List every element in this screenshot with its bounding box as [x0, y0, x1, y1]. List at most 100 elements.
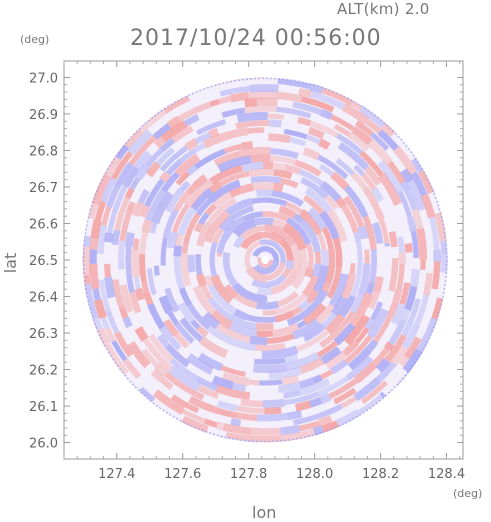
velocity-patch: [218, 440, 233, 443]
velocity-patch: [295, 216, 302, 222]
velocity-patch: [233, 386, 246, 389]
radar-center: [261, 256, 269, 264]
velocity-patch: [399, 264, 402, 289]
velocity-patch: [264, 410, 281, 411]
x-tick-label: 128.2: [362, 467, 399, 482]
velocity-patch: [338, 200, 343, 207]
velocity-patch: [257, 102, 278, 103]
velocity-patch: [80, 281, 82, 296]
velocity-patch: [108, 233, 109, 242]
velocity-patch: [263, 312, 276, 313]
velocity-patch: [362, 227, 365, 239]
velocity-patch: [240, 187, 253, 190]
velocity-patch: [248, 130, 265, 131]
velocity-patch: [187, 142, 196, 148]
velocity-patch: [212, 243, 215, 276]
velocity-patch: [321, 112, 331, 116]
velocity-patch: [403, 183, 408, 192]
velocity-patch: [241, 402, 263, 404]
velocity-patch: [237, 343, 255, 347]
velocity-patch: [257, 304, 278, 306]
velocity-patch: [211, 102, 219, 105]
velocity-patch: [273, 165, 285, 167]
velocity-patch: [231, 96, 249, 99]
velocity-patch: [184, 245, 185, 254]
velocity-patch: [257, 291, 271, 292]
velocity-patch: [145, 221, 148, 233]
velocity-patch: [255, 221, 273, 222]
velocity-patch: [177, 246, 178, 257]
velocity-patch: [314, 429, 323, 432]
velocity-patch: [130, 281, 132, 293]
velocity-patch: [356, 232, 358, 242]
velocity-patch: [413, 231, 416, 258]
velocity-patch: [378, 211, 381, 219]
velocity-patch: [138, 289, 141, 300]
velocity-patch: [128, 247, 129, 273]
velocity-patch: [122, 308, 126, 318]
velocity-patch: [439, 193, 442, 202]
velocity-patch: [242, 145, 253, 147]
velocity-patch: [253, 186, 274, 187]
velocity-patch: [231, 190, 241, 194]
velocity-patch: [144, 282, 146, 293]
velocity-patch: [319, 419, 331, 424]
velocity-patch: [432, 332, 437, 344]
velocity-patch: [387, 344, 391, 349]
y-tick-label: 26.4: [29, 291, 58, 306]
velocity-patch: [250, 340, 267, 341]
velocity-patch: [256, 193, 272, 194]
velocity-patch: [325, 283, 329, 291]
velocity-patch: [236, 123, 269, 126]
velocity-patch: [321, 397, 330, 401]
velocity-patch: [129, 233, 131, 247]
velocity-patch: [289, 261, 290, 269]
velocity-patch: [191, 255, 192, 272]
velocity-patch: [253, 367, 286, 369]
velocity-patch: [142, 254, 144, 282]
velocity-patch: [358, 242, 360, 275]
velocity-patch: [320, 142, 329, 147]
x-tick-label: 127.8: [230, 467, 267, 482]
velocity-patch: [210, 131, 218, 134]
y-tick-label: 26.0: [29, 437, 58, 452]
velocity-patch: [264, 74, 279, 75]
velocity-patch: [279, 75, 307, 79]
velocity-patch: [172, 302, 177, 311]
velocity-patch: [235, 312, 246, 317]
velocity-patch: [256, 326, 274, 327]
velocity-patch: [420, 229, 423, 260]
velocity-patch: [245, 102, 257, 103]
velocity-patch: [392, 232, 395, 247]
velocity-patch: [261, 438, 282, 439]
velocity-patch: [79, 265, 80, 281]
y-tick-label: 26.8: [29, 144, 58, 159]
velocity-patch: [163, 174, 168, 181]
velocity-patch: [259, 382, 282, 383]
velocity-patch: [128, 189, 132, 198]
velocity-patch: [352, 263, 353, 274]
velocity-patch: [152, 223, 155, 233]
velocity-patch: [284, 392, 301, 395]
velocity-patch: [276, 95, 302, 99]
velocity-patch: [372, 249, 374, 282]
velocity-patch: [316, 264, 319, 277]
velocity-patch: [87, 236, 88, 247]
velocity-patch: [435, 261, 437, 289]
velocity-patch: [129, 203, 133, 213]
velocity-patch: [126, 318, 130, 327]
velocity-patch: [426, 273, 429, 295]
velocity-patch: [367, 250, 368, 264]
velocity-patch: [382, 394, 385, 396]
velocity-patch: [278, 385, 299, 389]
velocity-patch: [79, 220, 83, 254]
y-tick-label: 26.3: [29, 327, 58, 342]
velocity-patch: [274, 172, 292, 176]
velocity-patch: [217, 425, 224, 427]
velocity-patch: [249, 382, 259, 383]
velocity-patch: [100, 225, 104, 253]
velocity-patch: [336, 238, 339, 267]
velocity-patch: [310, 87, 322, 91]
velocity-patch: [121, 241, 122, 261]
y-tick-label: 26.6: [29, 217, 58, 232]
